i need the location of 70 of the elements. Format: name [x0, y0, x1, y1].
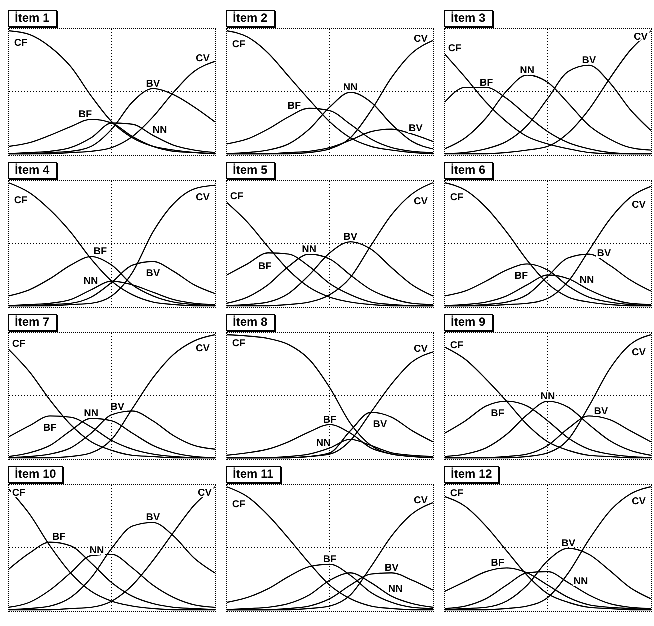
- series-label: BF: [514, 270, 528, 282]
- series-label: NN: [540, 391, 556, 402]
- series-label: CV: [196, 344, 210, 355]
- series-label: CF: [448, 43, 462, 54]
- legend-label: CF: [450, 340, 464, 352]
- chart-title: İtem 10: [8, 466, 64, 482]
- series-label: NN: [580, 274, 594, 286]
- series-label: BF: [52, 532, 66, 543]
- series-label: BV: [373, 420, 388, 431]
- series-label: BV: [110, 402, 125, 413]
- series-label: CV: [196, 192, 210, 204]
- chart-title: İtem 5: [226, 162, 275, 178]
- chart-title: İtem 8: [226, 314, 275, 330]
- legend-label: CF: [232, 338, 246, 350]
- series-label: BF: [323, 554, 337, 566]
- series-label: CF: [450, 488, 464, 500]
- series-label: BV: [146, 78, 160, 90]
- series-label: CV: [414, 34, 428, 46]
- series-label: CV: [632, 496, 646, 508]
- chart-title: İtem 3: [444, 10, 493, 26]
- series-label: BV: [146, 268, 160, 280]
- series-label: BV: [344, 232, 358, 244]
- series-label: BF: [491, 558, 504, 569]
- series-label: CV: [414, 495, 428, 506]
- series-label: BV: [582, 55, 596, 66]
- series-label: NN: [84, 276, 98, 288]
- legend-label: CF: [12, 338, 26, 350]
- series-label: CV: [632, 348, 646, 359]
- series-label: CV: [414, 344, 428, 355]
- series-label: CF: [232, 500, 246, 511]
- series-label: CV: [632, 200, 646, 212]
- series-label: CF: [450, 192, 464, 204]
- series-label: BF: [491, 408, 504, 420]
- chart-title: İtem 9: [444, 314, 493, 330]
- chart-title: İtem 12: [444, 466, 500, 482]
- chart-title: İtem 6: [444, 162, 493, 178]
- series-label: CF: [230, 192, 244, 203]
- series-label: BV: [562, 538, 576, 550]
- chart-title: İtem 11: [226, 466, 281, 482]
- series-label: BF: [44, 423, 57, 434]
- series-label: BF: [323, 414, 337, 426]
- series-label: NN: [302, 244, 317, 256]
- series-label: NN: [90, 546, 104, 557]
- series-label: BF: [78, 110, 92, 121]
- series-label: BV: [597, 248, 612, 260]
- series-label: CV: [414, 196, 428, 208]
- series-label: NN: [316, 438, 331, 450]
- series-label: NN: [574, 576, 588, 588]
- chart-title: İtem 7: [8, 314, 57, 330]
- series-label: CF: [232, 40, 246, 51]
- series-label: BV: [408, 124, 424, 135]
- series-label: NN: [152, 124, 168, 136]
- series-label: CF: [12, 488, 26, 499]
- series-label: BV: [594, 406, 608, 418]
- chart-title: İtem 4: [8, 162, 57, 178]
- chart-title: İtem 2: [226, 10, 275, 26]
- series-label: BF: [288, 100, 302, 112]
- series-label: BF: [258, 262, 272, 273]
- chart-title: İtem 1: [8, 10, 57, 26]
- series-label: BV: [146, 512, 160, 524]
- series-label: BV: [384, 563, 400, 574]
- series-label: CF: [14, 196, 28, 207]
- series-label: NN: [84, 408, 99, 420]
- series-label: NN: [388, 584, 403, 595]
- series-label: NN: [343, 82, 358, 94]
- series-label: BF: [94, 246, 108, 258]
- legend-label: CF: [14, 38, 28, 50]
- series-label: CV: [196, 53, 210, 64]
- series-label: NN: [520, 65, 535, 76]
- series-label: BF: [480, 78, 494, 89]
